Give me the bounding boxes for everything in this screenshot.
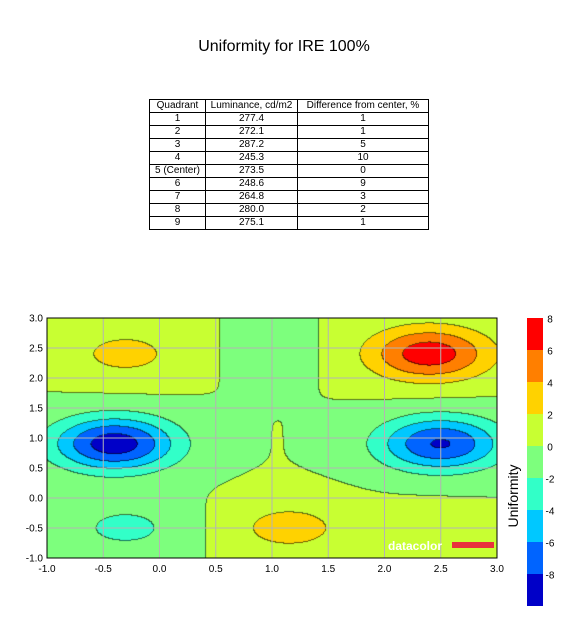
cell-luminance: 275.1: [205, 216, 298, 230]
table-row: 6 248.6 9: [149, 177, 429, 191]
cell-difference: 1: [297, 125, 429, 139]
cell-quadrant: 4: [149, 151, 206, 165]
table-row: 3 287.2 5: [149, 138, 429, 152]
x-tick-label: 0.5: [209, 564, 223, 575]
cell-quadrant: 1: [149, 112, 206, 126]
x-tick-label: 2.5: [434, 564, 448, 575]
x-tick-label: 1.0: [265, 564, 279, 575]
datacolor-logo-text: datacolor: [388, 539, 442, 553]
cell-luminance: 272.1: [205, 125, 298, 139]
colorbar-segment: [527, 510, 543, 542]
cell-luminance: 248.6: [205, 177, 298, 191]
cell-quadrant: 8: [149, 203, 206, 217]
colorbar-label: Uniformity: [505, 464, 521, 527]
table-row: 7 264.8 3: [149, 190, 429, 204]
x-axis: -1.0 -0.5 0.0 0.5 1.0 1.5 2.0 2.5 3.0: [38, 564, 504, 575]
cell-difference: 0: [297, 164, 429, 178]
x-tick-label: 3.0: [490, 564, 504, 575]
table-row: 4 245.3 10: [149, 151, 429, 165]
cell-difference: 10: [297, 151, 429, 165]
colorbar-segment: [527, 574, 543, 606]
colorbar-segment: [527, 542, 543, 574]
x-tick-label: 0.0: [153, 564, 167, 575]
header-luminance: Luminance, cd/m2: [205, 99, 298, 113]
cell-difference: 1: [297, 112, 429, 126]
cell-luminance: 277.4: [205, 112, 298, 126]
colorbar-tick-label: 4: [547, 379, 553, 390]
y-tick-label: -0.5: [26, 524, 44, 535]
colorbar-segment: [527, 414, 543, 446]
y-tick-label: 2.5: [29, 344, 43, 355]
colorbar-tick-label: -6: [546, 539, 555, 550]
colorbar-tick-label: 6: [547, 347, 553, 358]
colorbar-tick-label: -4: [546, 507, 555, 518]
cell-difference: 3: [297, 190, 429, 204]
x-tick-label: 2.0: [378, 564, 392, 575]
y-tick-label: 1.5: [29, 404, 43, 415]
cell-quadrant: 3: [149, 138, 206, 152]
colorbar-segment: [527, 318, 543, 350]
colorbar-tick-label: 0: [547, 443, 553, 454]
cell-difference: 9: [297, 177, 429, 191]
cell-quadrant: 7: [149, 190, 206, 204]
colorbar-tick-label: -8: [546, 571, 555, 582]
uniformity-contour-chart: -1.0 -0.5 0.0 0.5 1.0 1.5 2.0 2.5 3.0 -1.0 -0.5 0.…: [26, 314, 555, 606]
chart-title: Uniformity for IRE 100%: [198, 38, 370, 55]
table-row: 9 275.1 1: [149, 216, 429, 230]
y-tick-label: 1.0: [29, 434, 43, 445]
table-header-row: Quadrant Luminance, cd/m2 Difference fro…: [149, 99, 429, 113]
header-difference: Difference from center, %: [297, 99, 429, 113]
cell-luminance: 264.8: [205, 190, 298, 204]
colorbar-segment: [527, 350, 543, 382]
colorbar: 8 6 4 2 0 -2 -4 -6 -8: [527, 315, 555, 606]
cell-quadrant: 5 (Center): [149, 164, 206, 178]
uniformity-table: Quadrant Luminance, cd/m2 Difference fro…: [149, 99, 429, 230]
y-tick-label: 3.0: [29, 314, 43, 325]
x-tick-label: -0.5: [95, 564, 113, 575]
x-tick-label: 1.5: [321, 564, 335, 575]
table-row: 2 272.1 1: [149, 125, 429, 139]
cell-luminance: 287.2: [205, 138, 298, 152]
table-row: 5 (Center) 273.5 0: [149, 164, 429, 178]
cell-luminance: 273.5: [205, 164, 298, 178]
cell-difference: 5: [297, 138, 429, 152]
colorbar-segment: [527, 478, 543, 510]
datacolor-logo: datacolor: [388, 539, 494, 553]
colorbar-tick-label: -2: [546, 475, 555, 486]
cell-difference: 1: [297, 216, 429, 230]
cell-quadrant: 9: [149, 216, 206, 230]
colorbar-segment: [527, 446, 543, 478]
y-axis: -1.0 -0.5 0.0 0.5 1.0 1.5 2.0 2.5 3.0: [26, 314, 44, 565]
cell-difference: 2: [297, 203, 429, 217]
colorbar-tick-label: 2: [547, 411, 553, 422]
y-tick-label: -1.0: [26, 554, 44, 565]
cell-luminance: 245.3: [205, 151, 298, 165]
table-row: 8 280.0 2: [149, 203, 429, 217]
cell-quadrant: 2: [149, 125, 206, 139]
y-tick-label: 0.0: [29, 494, 43, 505]
cell-quadrant: 6: [149, 177, 206, 191]
cell-luminance: 280.0: [205, 203, 298, 217]
colorbar-segment: [527, 382, 543, 414]
y-tick-label: 2.0: [29, 374, 43, 385]
x-tick-label: -1.0: [38, 564, 56, 575]
colorbar-tick-label: 8: [547, 315, 553, 326]
plot-frame: [46, 317, 498, 559]
table-row: 1 277.4 1: [149, 112, 429, 126]
datacolor-logo-bar: [452, 542, 494, 548]
header-quadrant: Quadrant: [149, 99, 206, 113]
y-tick-label: 0.5: [29, 464, 43, 475]
